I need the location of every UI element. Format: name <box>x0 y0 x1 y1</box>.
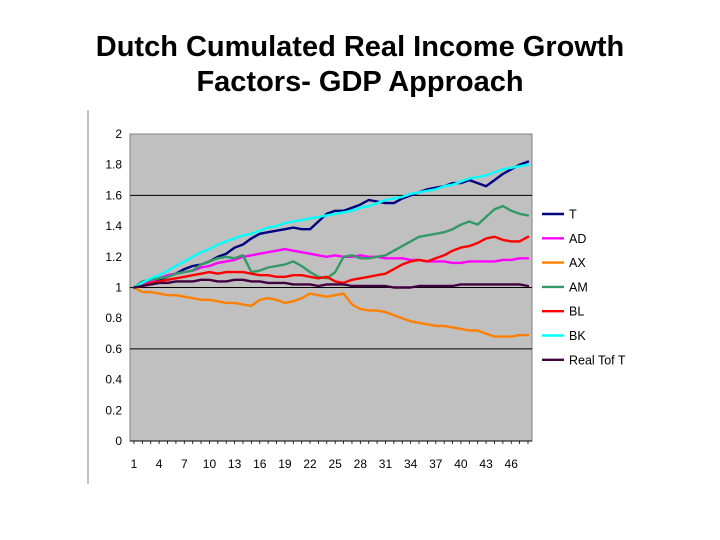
x-tick-label: 7 <box>181 457 188 471</box>
x-tick-label: 40 <box>454 457 468 471</box>
series-line-real-tof-t <box>132 278 530 289</box>
legend-label: AM <box>569 280 588 294</box>
y-tick-label: 0 <box>115 434 122 448</box>
series-line-am <box>132 204 530 289</box>
x-tick-label: 22 <box>303 457 317 471</box>
legend-label: T <box>569 208 577 222</box>
y-tick-label: 0.4 <box>105 373 122 387</box>
x-tick-label: 28 <box>354 457 368 471</box>
x-tick-label: 4 <box>156 457 163 471</box>
series-line-bk <box>132 163 530 289</box>
legend-label: AD <box>569 232 586 246</box>
x-tick-label: 46 <box>505 457 519 471</box>
y-tick-label: 2 <box>115 127 122 141</box>
y-tick-label: 1.8 <box>105 158 122 172</box>
x-tick-label: 31 <box>379 457 393 471</box>
y-tick-label: 1.4 <box>105 219 122 233</box>
slide-title: Dutch Cumulated Real Income Growth Facto… <box>95 31 625 99</box>
y-tick-label: 0.6 <box>105 342 122 356</box>
x-tick-label: 16 <box>253 457 267 471</box>
y-tick-label: 1 <box>115 281 122 295</box>
x-tick-label: 1 <box>131 457 138 471</box>
y-tick-label: 0.8 <box>105 311 122 325</box>
x-tick-label: 10 <box>203 457 217 471</box>
x-tick-label: 25 <box>329 457 343 471</box>
x-tick-label: 19 <box>278 457 292 471</box>
series-line-ax <box>132 286 530 338</box>
x-tick-label: 43 <box>479 457 493 471</box>
x-tick-label: 37 <box>429 457 443 471</box>
x-tick-label: 13 <box>228 457 242 471</box>
y-tick-label: 1.6 <box>105 188 122 202</box>
series-line-bl <box>132 235 530 289</box>
x-tick-label: 34 <box>404 457 418 471</box>
legend-label: BK <box>569 329 586 343</box>
legend-label: BL <box>569 305 584 319</box>
legend-label: AX <box>569 256 586 270</box>
y-tick-label: 0.2 <box>105 403 122 417</box>
y-tick-label: 1.2 <box>105 250 122 264</box>
series-line-ad <box>132 247 530 289</box>
legend-label: Real Tof T <box>569 353 626 367</box>
